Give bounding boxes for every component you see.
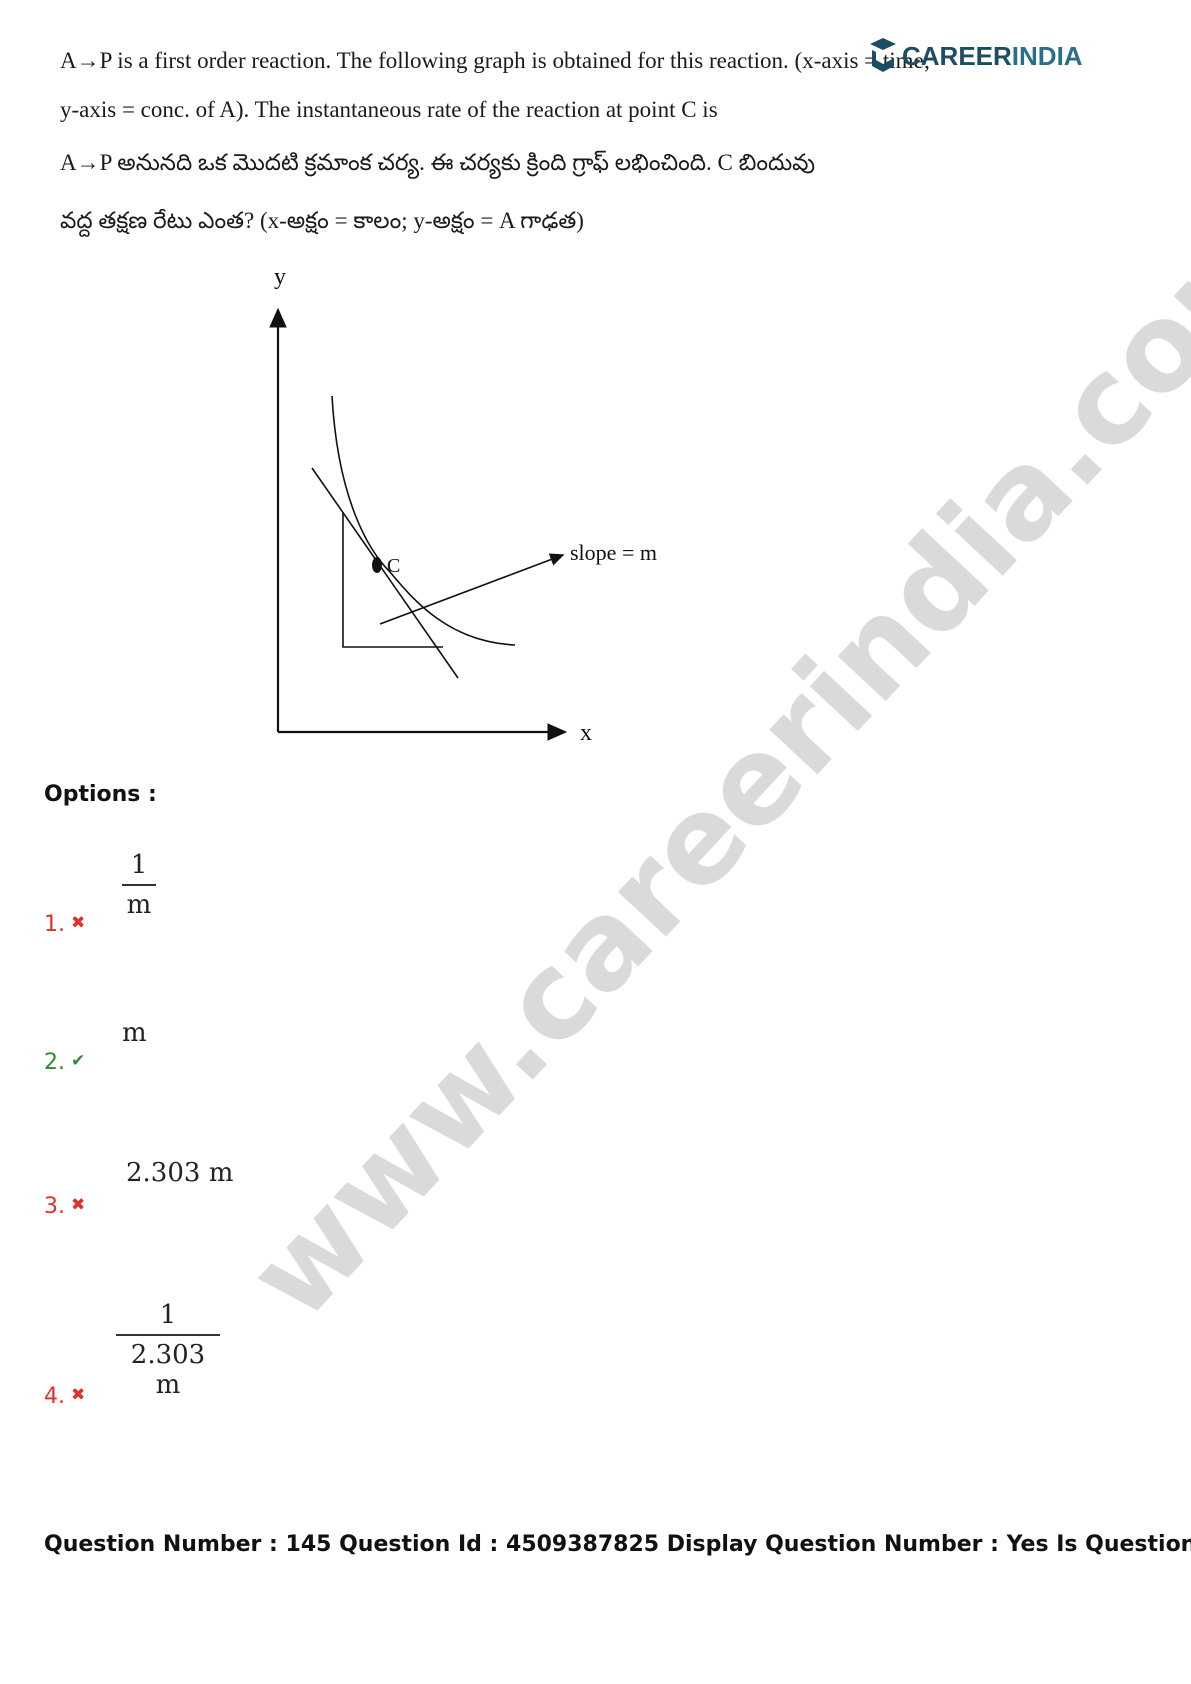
point-c <box>372 557 382 573</box>
option-1-value: 1 m <box>122 850 156 920</box>
check-icon: ✔ <box>71 1051 86 1071</box>
question-line-2: y-axis = conc. of A). The instantaneous … <box>60 97 718 122</box>
wrong-icon: ✖ <box>71 1385 86 1405</box>
options-label: Options : <box>44 782 157 807</box>
slope-arrow <box>379 553 565 625</box>
question-line-4-telugu: వద్ద తక్షణ రేటు ఎంత? (x-అక్షం = కాలం; y-… <box>60 208 584 233</box>
question-line-1: A→P is a first order reaction. The follo… <box>60 48 931 73</box>
wrong-icon: ✖ <box>71 913 86 933</box>
slope-label: slope = m <box>570 540 657 565</box>
concentration-time-graph: y x C slope = m <box>250 262 670 752</box>
option-4-number: 4. ✖ <box>44 1384 86 1409</box>
decay-curve <box>331 395 516 646</box>
option-4-value: 1 2.303 m <box>116 1300 220 1400</box>
option-2-number: 2. ✔ <box>44 1050 86 1075</box>
option-1-number: 1. ✖ <box>44 912 86 937</box>
x-axis-label: x <box>580 720 592 746</box>
point-c-label: C <box>387 555 400 577</box>
logo-cap-icon <box>870 38 896 72</box>
question-metadata: Question Number : 145 Question Id : 4509… <box>44 1532 1191 1557</box>
logo-text: CAREERINDIA <box>902 40 1083 71</box>
option-2-value: m <box>122 1018 147 1048</box>
y-axis-label: y <box>274 264 286 290</box>
question-line-3-telugu: A→P అనునది ఒక మొదటి క్రమాంక చర్య. ఈ చర్య… <box>60 150 816 175</box>
wrong-icon: ✖ <box>71 1195 86 1215</box>
tangent-line <box>311 467 459 679</box>
careerindia-logo: CAREERINDIA <box>868 34 1083 78</box>
option-3-number: 3. ✖ <box>44 1194 86 1219</box>
option-3-value: 2.303 m <box>126 1158 234 1188</box>
slope-triangle <box>342 512 443 648</box>
